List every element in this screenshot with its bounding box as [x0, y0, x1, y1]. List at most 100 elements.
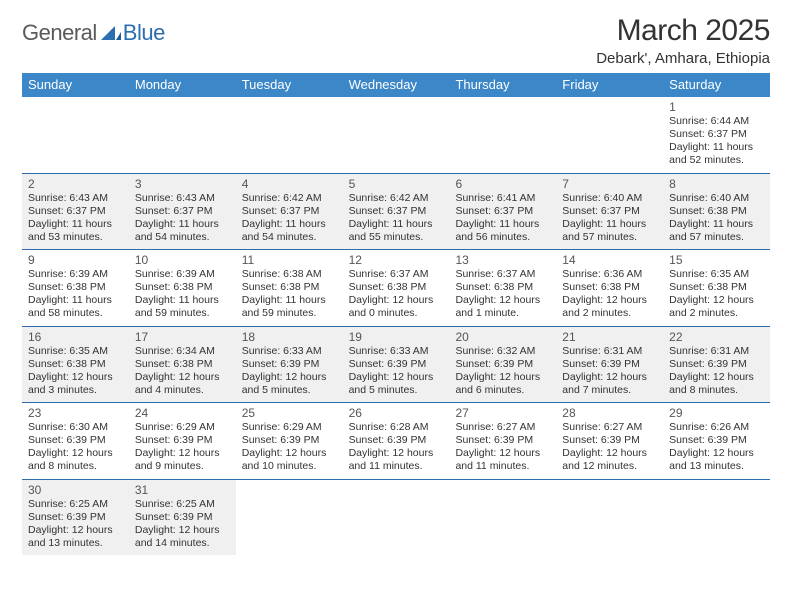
- day-cell: 27Sunrise: 6:27 AMSunset: 6:39 PMDayligh…: [449, 403, 556, 479]
- day-number: 15: [669, 253, 764, 267]
- day-number: 12: [349, 253, 444, 267]
- day-info-line: Daylight: 11 hours: [242, 218, 337, 231]
- week-row: 23Sunrise: 6:30 AMSunset: 6:39 PMDayligh…: [22, 403, 770, 480]
- day-info-line: Daylight: 12 hours: [455, 447, 550, 460]
- day-info-line: Sunrise: 6:35 AM: [669, 268, 764, 281]
- day-info-line: Daylight: 12 hours: [562, 371, 657, 384]
- day-info-line: Sunrise: 6:32 AM: [455, 345, 550, 358]
- day-info-line: and 12 minutes.: [562, 460, 657, 473]
- day-number: 10: [135, 253, 230, 267]
- weekday-header: Friday: [556, 73, 663, 97]
- day-info-line: Sunrise: 6:39 AM: [28, 268, 123, 281]
- day-number: 20: [455, 330, 550, 344]
- day-cell: 15Sunrise: 6:35 AMSunset: 6:38 PMDayligh…: [663, 250, 770, 326]
- day-info-line: Sunset: 6:37 PM: [28, 205, 123, 218]
- day-info-line: Daylight: 12 hours: [135, 447, 230, 460]
- page-title: March 2025: [596, 14, 770, 48]
- day-info-line: and 2 minutes.: [562, 307, 657, 320]
- day-info-line: and 13 minutes.: [669, 460, 764, 473]
- day-info-line: and 59 minutes.: [135, 307, 230, 320]
- day-number: 29: [669, 406, 764, 420]
- day-info-line: Sunset: 6:39 PM: [562, 434, 657, 447]
- day-info-line: Sunset: 6:37 PM: [135, 205, 230, 218]
- day-info-line: Sunrise: 6:29 AM: [135, 421, 230, 434]
- day-info-line: and 57 minutes.: [562, 231, 657, 244]
- day-info-line: Sunrise: 6:31 AM: [669, 345, 764, 358]
- weekday-header: Tuesday: [236, 73, 343, 97]
- day-info-line: Daylight: 12 hours: [669, 371, 764, 384]
- weekday-header: Thursday: [449, 73, 556, 97]
- day-cell: 14Sunrise: 6:36 AMSunset: 6:38 PMDayligh…: [556, 250, 663, 326]
- day-info-line: Sunset: 6:39 PM: [562, 358, 657, 371]
- day-number: 6: [455, 177, 550, 191]
- logo-sail-icon: [101, 24, 121, 40]
- day-number: 8: [669, 177, 764, 191]
- header-bar: General Blue March 2025 Debark', Amhara,…: [22, 14, 770, 67]
- day-info-line: Daylight: 12 hours: [455, 371, 550, 384]
- day-cell: 1Sunrise: 6:44 AMSunset: 6:37 PMDaylight…: [663, 97, 770, 173]
- day-info-line: Sunrise: 6:36 AM: [562, 268, 657, 281]
- day-info-line: Sunset: 6:38 PM: [28, 358, 123, 371]
- day-info-line: Daylight: 12 hours: [669, 447, 764, 460]
- day-info-line: Daylight: 12 hours: [562, 447, 657, 460]
- day-info-line: Sunrise: 6:43 AM: [135, 192, 230, 205]
- week-row: 2Sunrise: 6:43 AMSunset: 6:37 PMDaylight…: [22, 174, 770, 251]
- day-cell: 16Sunrise: 6:35 AMSunset: 6:38 PMDayligh…: [22, 327, 129, 403]
- day-info-line: and 11 minutes.: [455, 460, 550, 473]
- day-cell: 9Sunrise: 6:39 AMSunset: 6:38 PMDaylight…: [22, 250, 129, 326]
- day-cell: 22Sunrise: 6:31 AMSunset: 6:39 PMDayligh…: [663, 327, 770, 403]
- week-row: 9Sunrise: 6:39 AMSunset: 6:38 PMDaylight…: [22, 250, 770, 327]
- day-info-line: Sunset: 6:39 PM: [135, 511, 230, 524]
- day-info-line: and 54 minutes.: [135, 231, 230, 244]
- day-info-line: Sunset: 6:37 PM: [242, 205, 337, 218]
- day-info-line: Daylight: 11 hours: [669, 218, 764, 231]
- day-info-line: Daylight: 11 hours: [349, 218, 444, 231]
- day-info-line: Sunset: 6:39 PM: [349, 434, 444, 447]
- day-cell: 28Sunrise: 6:27 AMSunset: 6:39 PMDayligh…: [556, 403, 663, 479]
- day-info-line: Daylight: 12 hours: [349, 371, 444, 384]
- day-cell: 25Sunrise: 6:29 AMSunset: 6:39 PMDayligh…: [236, 403, 343, 479]
- day-cell: 7Sunrise: 6:40 AMSunset: 6:37 PMDaylight…: [556, 174, 663, 250]
- day-info-line: Sunrise: 6:26 AM: [669, 421, 764, 434]
- day-cell-empty: [663, 480, 770, 556]
- day-cell-empty: [449, 480, 556, 556]
- day-info-line: Sunset: 6:39 PM: [669, 434, 764, 447]
- day-info-line: and 6 minutes.: [455, 384, 550, 397]
- logo-text-general: General: [22, 20, 97, 46]
- day-info-line: Sunrise: 6:28 AM: [349, 421, 444, 434]
- weeks-container: 1Sunrise: 6:44 AMSunset: 6:37 PMDaylight…: [22, 97, 770, 555]
- day-info-line: Sunrise: 6:41 AM: [455, 192, 550, 205]
- day-info-line: Sunset: 6:39 PM: [28, 434, 123, 447]
- day-cell-empty: [236, 97, 343, 173]
- day-info-line: Daylight: 12 hours: [349, 294, 444, 307]
- day-info-line: and 9 minutes.: [135, 460, 230, 473]
- day-number: 2: [28, 177, 123, 191]
- day-number: 4: [242, 177, 337, 191]
- day-info-line: and 3 minutes.: [28, 384, 123, 397]
- day-cell: 21Sunrise: 6:31 AMSunset: 6:39 PMDayligh…: [556, 327, 663, 403]
- day-cell: 13Sunrise: 6:37 AMSunset: 6:38 PMDayligh…: [449, 250, 556, 326]
- day-cell-empty: [556, 480, 663, 556]
- day-number: 18: [242, 330, 337, 344]
- day-info-line: and 53 minutes.: [28, 231, 123, 244]
- day-info-line: Daylight: 11 hours: [562, 218, 657, 231]
- day-info-line: Sunset: 6:38 PM: [242, 281, 337, 294]
- day-number: 7: [562, 177, 657, 191]
- day-info-line: and 10 minutes.: [242, 460, 337, 473]
- day-info-line: and 59 minutes.: [242, 307, 337, 320]
- weekday-header-row: SundayMondayTuesdayWednesdayThursdayFrid…: [22, 73, 770, 97]
- day-number: 21: [562, 330, 657, 344]
- day-info-line: and 5 minutes.: [349, 384, 444, 397]
- day-info-line: and 55 minutes.: [349, 231, 444, 244]
- day-info-line: Sunset: 6:39 PM: [28, 511, 123, 524]
- week-row: 30Sunrise: 6:25 AMSunset: 6:39 PMDayligh…: [22, 480, 770, 556]
- logo-text-blue: Blue: [123, 20, 165, 46]
- day-cell-empty: [236, 480, 343, 556]
- calendar: SundayMondayTuesdayWednesdayThursdayFrid…: [22, 73, 770, 555]
- day-info-line: and 11 minutes.: [349, 460, 444, 473]
- day-info-line: Daylight: 12 hours: [28, 371, 123, 384]
- day-cell: 5Sunrise: 6:42 AMSunset: 6:37 PMDaylight…: [343, 174, 450, 250]
- day-info-line: Sunset: 6:38 PM: [349, 281, 444, 294]
- day-info-line: Sunset: 6:38 PM: [562, 281, 657, 294]
- day-number: 9: [28, 253, 123, 267]
